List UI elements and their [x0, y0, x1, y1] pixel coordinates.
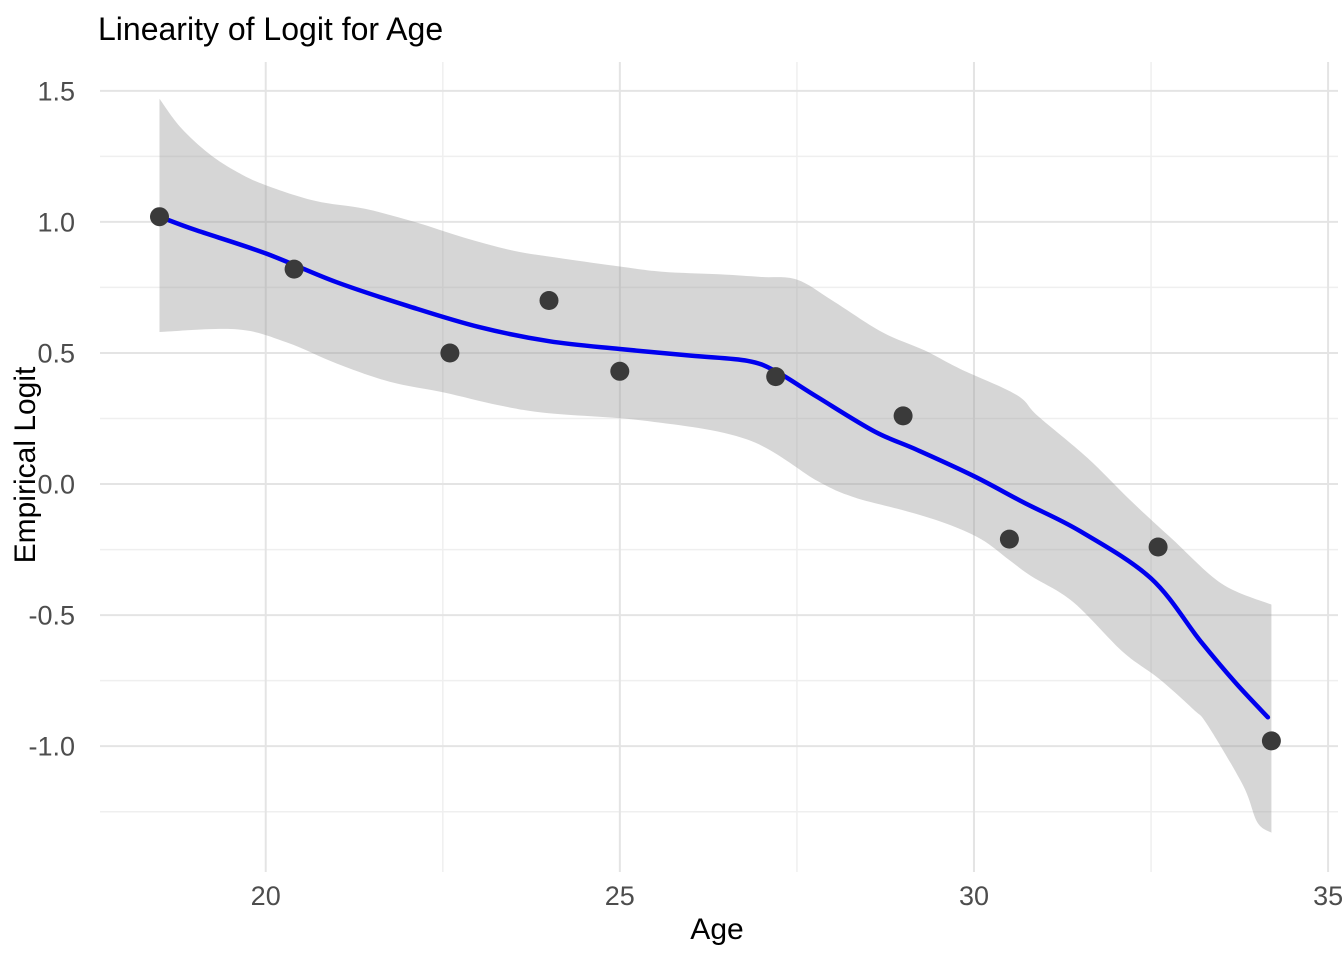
data-point: [1148, 537, 1168, 557]
y-tick-label: 0.0: [37, 470, 75, 500]
data-point: [610, 361, 630, 381]
x-axis-title: Age: [690, 913, 744, 946]
data-point: [284, 259, 304, 279]
data-point: [999, 529, 1019, 549]
x-tick-label: 20: [251, 881, 281, 911]
plot-title: Linearity of Logit for Age: [98, 11, 444, 47]
data-point: [893, 406, 913, 426]
x-tick-label: 35: [1313, 881, 1343, 911]
data-point: [766, 367, 786, 387]
y-tick-label: 1.5: [37, 76, 75, 106]
y-tick-label: -1.0: [28, 732, 75, 762]
data-point: [440, 343, 460, 363]
data-point: [539, 291, 559, 310]
x-tick-label: 25: [605, 881, 635, 911]
confidence-band: [159, 98, 1272, 833]
y-tick-label: 1.0: [37, 207, 75, 237]
y-tick-label: 0.5: [37, 339, 75, 369]
y-tick-label: -0.5: [28, 601, 75, 631]
y-axis-title: Empirical Logit: [9, 366, 42, 564]
x-tick-label: 30: [959, 881, 989, 911]
data-point: [150, 207, 169, 227]
data-point: [1261, 731, 1281, 751]
